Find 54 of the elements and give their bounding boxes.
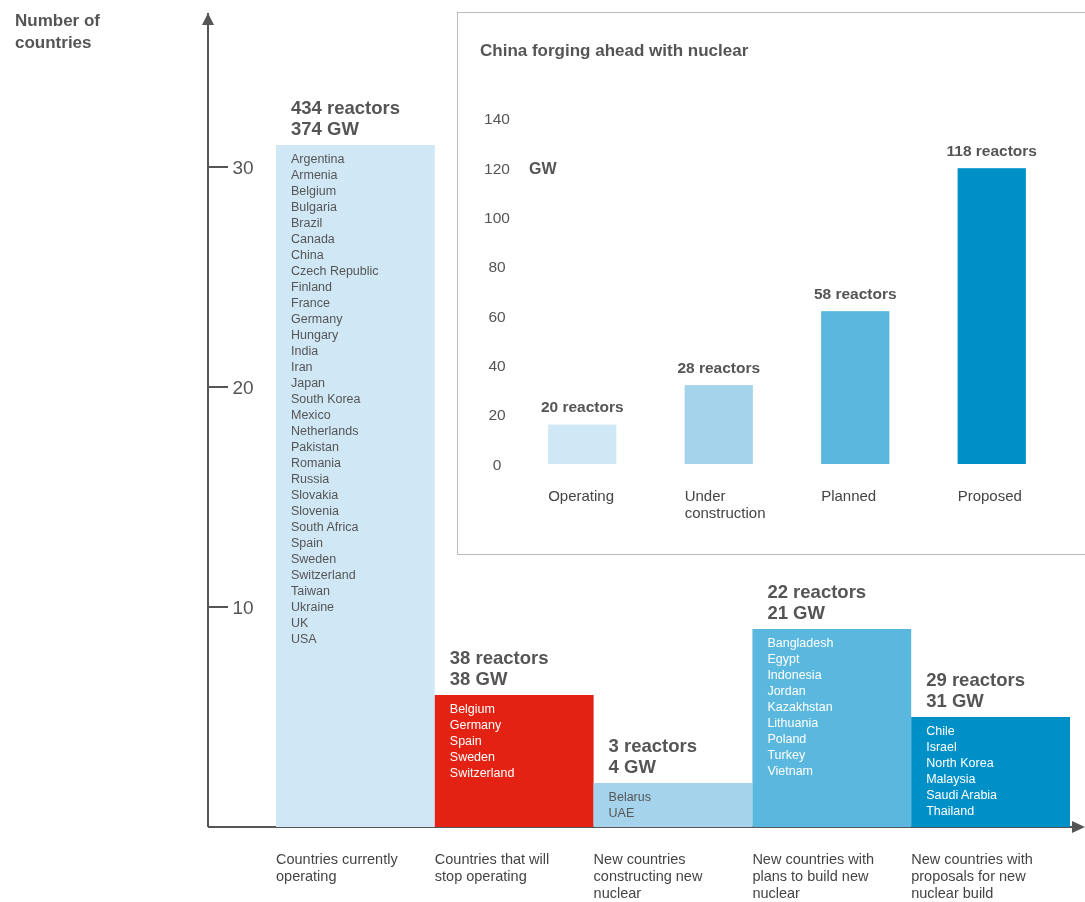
y-tick-label: 60 <box>488 307 506 325</box>
annotation: Bangladesh Egypt Indonesia Jordan Kazakhstan <box>767 636 834 714</box>
y-tick-label: 40 <box>488 356 506 374</box>
y-tick-label: 30 <box>232 156 254 178</box>
x-tick-label: Countries currently operating <box>276 851 399 884</box>
bar <box>276 145 435 827</box>
y-tick-label: 20 <box>232 376 254 398</box>
y-tick-label: 140 <box>484 110 511 128</box>
bar <box>548 424 617 464</box>
annotation: Belarus UAE <box>608 790 651 820</box>
x-tick-label: New countries with proposals for new nuclear build <box>911 851 1033 901</box>
annotation: USA <box>291 632 318 646</box>
y-tick-label: 0 <box>492 455 502 473</box>
x-tick-label: New countries with plans to build new nuclear <box>752 851 875 901</box>
annotation: Argentina Armenia Belgium Bulgaria Brazil <box>291 152 345 230</box>
annotation: 20 reactors <box>540 398 624 416</box>
x-tick-label: New countries constructing new nuclear <box>593 851 703 901</box>
annotation: Chile Israel North Korea Malaysia Saudi Arabia <box>926 724 998 802</box>
y-tick-label: 20 <box>488 406 506 424</box>
annotation: 58 reactors <box>813 284 897 302</box>
annotation: Russia Slovakia Slovenia South Africa Spain <box>291 472 359 550</box>
y-tick-label: 10 <box>232 596 254 618</box>
y-tick-label: 120 <box>484 159 511 177</box>
annotation: Sweden Switzerland Taiwan Ukraine UK <box>291 552 356 630</box>
annotation: Thailand <box>926 804 975 818</box>
x-tick-label: Proposed <box>957 487 1022 504</box>
annotation: 28 reactors <box>677 358 761 376</box>
bar <box>911 717 1070 827</box>
bar <box>821 311 890 464</box>
annotation: 22 reactors 21 GW <box>767 581 867 623</box>
y-axis-title: GW <box>529 159 558 177</box>
annotation: South Korea Mexico Netherlands Pakistan Romania <box>291 392 361 470</box>
bar <box>434 695 594 827</box>
annotation: 434 reactors 374 GW <box>291 97 401 139</box>
annotation: Lithuania Poland Turkey Vietnam <box>767 716 819 778</box>
bar <box>684 385 753 464</box>
y-tick-label: 80 <box>488 258 506 276</box>
y-tick-label: 100 <box>484 209 511 226</box>
annotation: Germany Hungary India Iran Japan <box>291 312 344 390</box>
bar <box>957 168 1026 464</box>
annotation: Canada China Czech Republic Finland France <box>291 232 379 310</box>
annotation: 3 reactors 4 GW <box>608 735 698 777</box>
chart-title: China forging ahead with nuclear <box>480 41 749 60</box>
bar <box>752 629 912 827</box>
x-tick-label: Under construction <box>684 487 766 521</box>
x-tick-label: Planned <box>821 487 877 504</box>
bar <box>593 783 753 827</box>
x-tick-label: Operating <box>548 487 614 504</box>
x-tick-label: Countries that will stop operating <box>434 851 550 884</box>
annotation: 38 reactors 38 GW <box>449 647 549 689</box>
annotation: 118 reactors <box>946 141 1037 159</box>
annotation: Belgium Germany Spain Sweden Switzerland <box>449 702 515 780</box>
annotation: 29 reactors 31 GW <box>926 669 1025 711</box>
y-axis-title: Number of countries <box>15 11 101 52</box>
